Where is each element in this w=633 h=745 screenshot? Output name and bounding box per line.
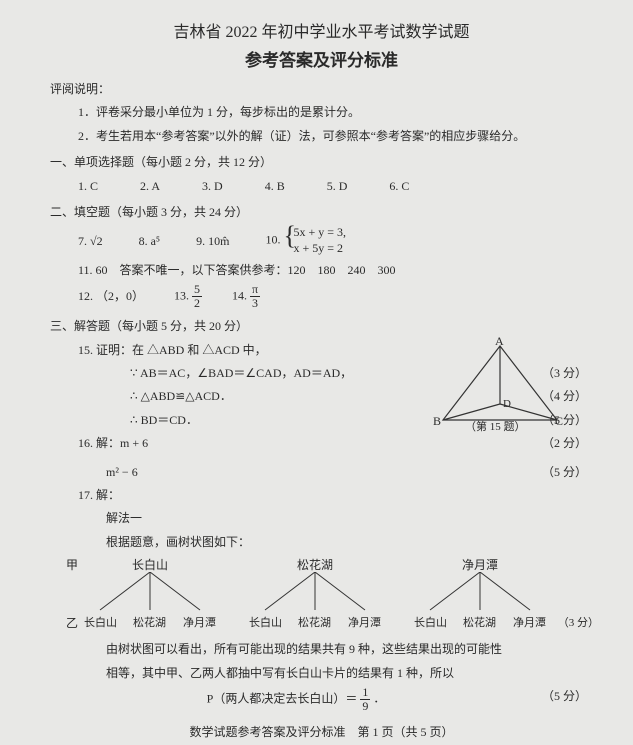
q10-eq1: 5x + y = 3, [293,225,346,241]
q17-line1: 根据题意，画树状图如下： [50,532,593,552]
vertex-c: C [555,414,563,429]
tree-top-2: 松花湖 [291,556,339,573]
section-1-head: 一、单项选择题（每小题 2 分，共 12 分） [50,152,593,172]
q5: 5. D [327,176,348,196]
q9: 9. 10m̂ [196,231,229,251]
q10: 10. 5x + y = 3, x + 5y = 2 [265,225,346,256]
b6: 长白山 [414,614,447,630]
vertex-d: D [503,398,511,410]
q6: 6. C [389,176,409,196]
vertex-a: A [495,334,504,349]
q15-figure: A B C D （第 15 题） [425,340,575,435]
vertex-b: B [433,414,441,429]
b8: 净月潭 [513,614,546,630]
q16-head: 16. 解：m + 6（2 分） [50,433,593,453]
q12: 12. （2，0） [78,286,144,306]
q11: 11. 60 答案不唯一，以下答案供参考：120 180 240 300 [50,260,593,280]
q17-line3: 相等，其中甲、乙两人都抽中写有长白山卡片的结果有 1 种，所以 [50,663,593,683]
q16-l2: m² − 6（5 分） [50,462,593,482]
q7: 7. √2 [78,231,103,251]
b2: 净月潭 [183,614,216,630]
tree-score: （3 分） [558,614,599,630]
q14: 14. π3 [232,283,260,310]
q4: 4. B [265,176,285,196]
q8: 8. a⁵ [139,231,161,251]
tree-jia: 甲 [66,556,78,573]
q15-fig-label: （第 15 题） [465,418,526,434]
section-1-answers: 1. C 2. A 3. D 4. B 5. D 6. C [50,176,593,196]
page-footer: 数学试题参考答案及评分标准 第 1 页（共 5 页） [50,723,593,740]
b1: 松花湖 [133,614,166,630]
q13: 13. 52 [174,283,202,310]
q17-head: 17. 解： [50,485,593,505]
b0: 长白山 [84,614,117,630]
section-2-head: 二、填空题（每小题 3 分，共 24 分） [50,202,593,222]
intro-item-2: 2．考生若用本“参考答案”以外的解（证）法，可参照本“参考答案”的相应步骤给分。 [50,126,593,146]
q2: 2. A [140,176,160,196]
b7: 松花湖 [463,614,496,630]
b5: 净月潭 [348,614,381,630]
doc-subtitle: 参考答案及评分标准 [50,46,593,71]
q12-14: 12. （2，0） 13. 52 14. π3 [50,283,593,310]
q3: 3. D [202,176,223,196]
intro-label: 评阅说明： [50,79,593,99]
q10-eq2: x + 5y = 2 [293,241,346,257]
tree-top-1: 长白山 [126,556,174,573]
q7-10: 7. √2 8. a⁵ 9. 10m̂ 10. 5x + y = 3, x + … [50,225,593,256]
section-3-head: 三、解答题（每小题 5 分，共 20 分） [50,316,593,336]
tree-yi: 乙 [66,614,78,631]
q1: 1. C [78,176,98,196]
doc-title: 吉林省 2022 年初中学业水平考试数学试题 [50,18,593,42]
q17-line2: 由树状图可以看出，所有可能出现的结果共有 9 种，这些结果出现的可能性 [50,639,593,659]
b4: 松花湖 [298,614,331,630]
q17-sub: 解法一 [50,508,593,528]
q17-prob: P（两人都决定去长白山）＝ 19 ． （5 分） [50,686,593,713]
intro-item-1: 1．评卷采分最小单位为 1 分，每步标出的是累计分。 [50,102,593,122]
q17-tree: 甲 长白山 松花湖 净月潭 乙 长白山 松花湖 净月潭 长白山 松花湖 净月潭 … [66,556,593,636]
tree-top-3: 净月潭 [456,556,504,573]
b3: 长白山 [249,614,282,630]
